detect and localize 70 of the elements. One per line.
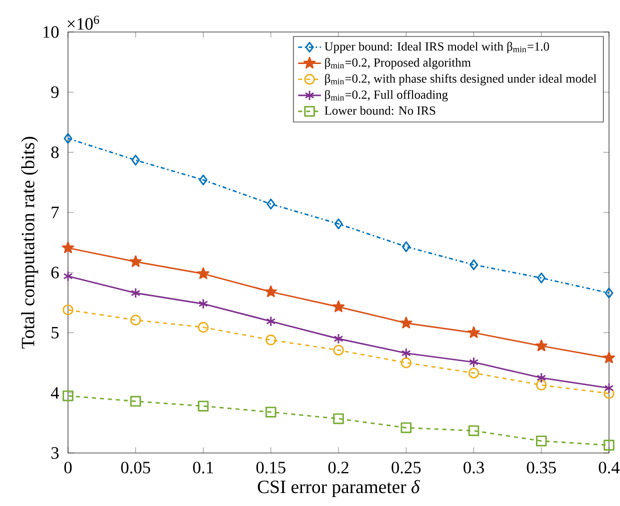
y-tick-label: 3	[51, 447, 59, 459]
y-tick-label: 5	[52, 326, 59, 338]
legend-label: β$_{min}$=0.2, Proposed algorithm	[325, 58, 471, 70]
legend-label: Upper bound: Ideal IRS model with β$_{min}$=1.0	[324, 42, 550, 54]
point	[537, 272, 546, 284]
point	[334, 218, 343, 230]
point	[63, 270, 73, 282]
point	[604, 388, 614, 399]
point	[130, 396, 142, 407]
point	[400, 357, 412, 368]
text: ×10$^{6}$	[68, 16, 100, 30]
x-tick-label: 0.1	[193, 462, 214, 474]
point	[535, 340, 548, 352]
point	[604, 382, 614, 394]
point	[468, 326, 480, 338]
point	[468, 425, 480, 436]
x-tick-label: 0.3	[464, 462, 484, 474]
point	[198, 400, 209, 412]
point	[130, 314, 142, 326]
y-tick-label: 4	[50, 387, 60, 399]
point	[265, 334, 276, 346]
point	[470, 259, 478, 270]
point	[402, 241, 410, 252]
point	[130, 288, 140, 298]
point	[332, 300, 345, 312]
point	[536, 372, 546, 384]
x-tick-label: 0	[64, 462, 72, 474]
y-tick-label: 10	[43, 26, 59, 38]
point	[468, 356, 479, 368]
point	[536, 436, 547, 446]
legend-label: Lower bound: No IRS	[324, 106, 436, 115]
point	[333, 413, 344, 424]
point	[536, 380, 547, 390]
point	[130, 255, 142, 268]
point	[266, 316, 276, 327]
y-tick-label: 9	[51, 86, 59, 98]
legend-label: β$_{min}$=0.2, Full offloading	[325, 90, 448, 102]
y-tick-label: 8	[51, 146, 59, 158]
y-tick-label: 6	[51, 266, 59, 278]
point	[400, 422, 412, 434]
point	[401, 348, 411, 359]
point	[333, 344, 344, 356]
point	[62, 242, 74, 254]
point	[604, 288, 614, 298]
point	[334, 333, 344, 344]
point	[64, 133, 72, 144]
point	[266, 198, 276, 210]
y-axis-title: Total computation rate (bits)	[21, 136, 38, 349]
y-tick-label: 7	[52, 206, 59, 218]
point	[604, 440, 614, 451]
point	[198, 298, 208, 310]
point	[400, 316, 412, 328]
point	[602, 352, 616, 364]
point	[131, 154, 140, 166]
x-tick-label: 0.35	[526, 462, 556, 474]
x-tick-label: 0.05	[121, 462, 150, 474]
x-tick-label: 0.15	[256, 462, 286, 474]
point	[468, 368, 480, 378]
point	[199, 174, 208, 186]
point	[265, 406, 276, 418]
x-axis-title: CSI error parameter δ	[258, 480, 420, 497]
x-tick-label: 0.25	[392, 462, 421, 474]
point	[264, 285, 277, 298]
x-tick-label: 0.2	[328, 462, 348, 474]
legend-label: β$_{min}$=0.2, with phase shifts designed under ideal model	[325, 74, 596, 86]
x-tick-label: 0.4	[598, 462, 620, 474]
point	[62, 390, 74, 402]
point	[62, 304, 74, 316]
point	[198, 322, 209, 333]
point	[197, 267, 210, 280]
